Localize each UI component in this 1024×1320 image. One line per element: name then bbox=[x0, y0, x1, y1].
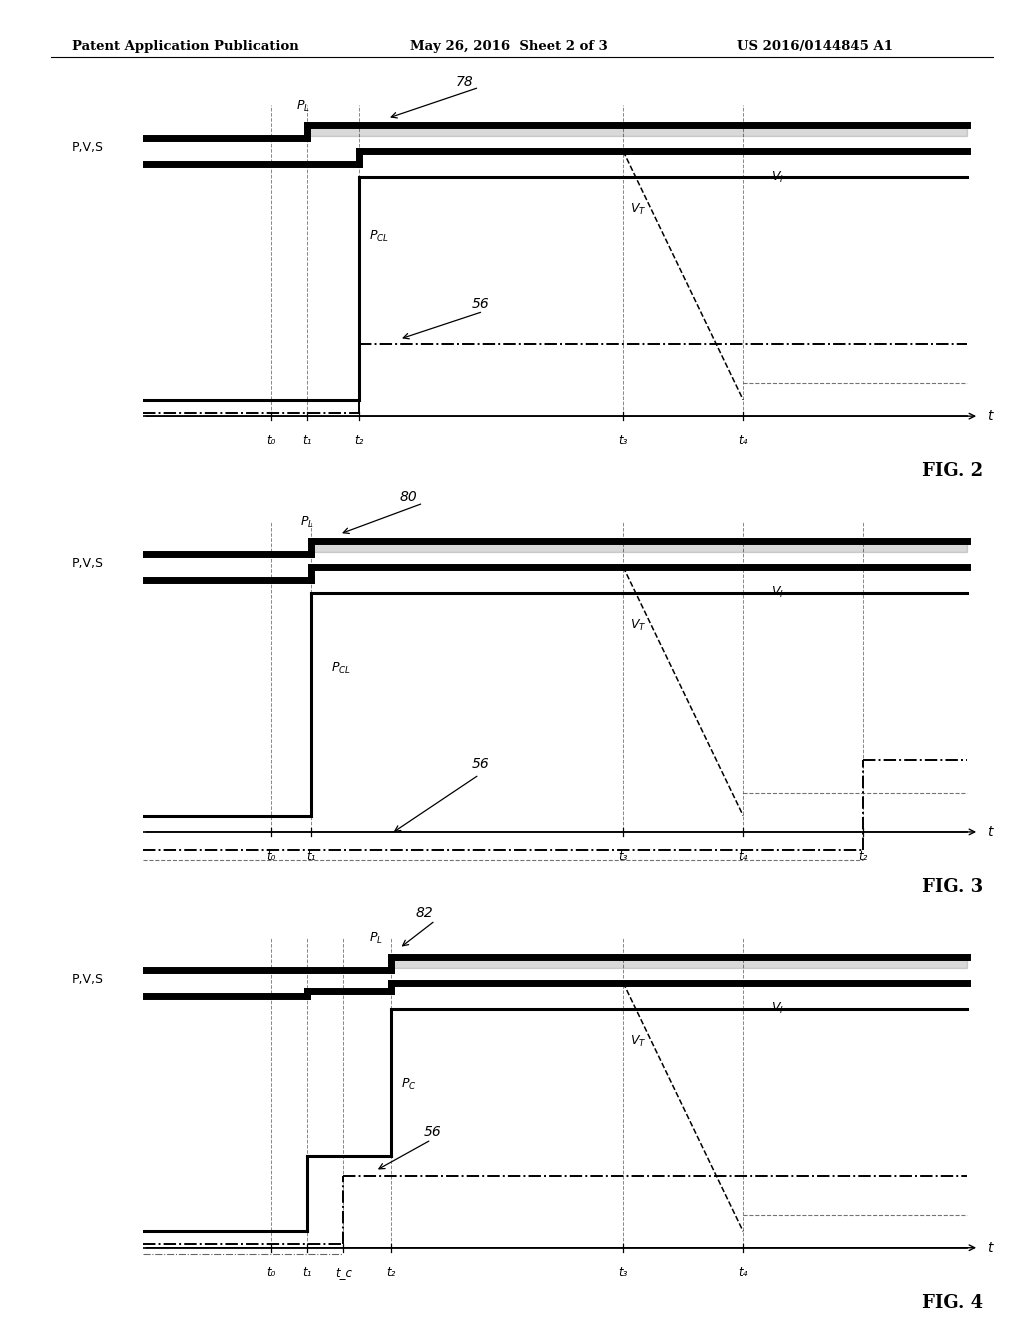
Text: $V_I$: $V_I$ bbox=[771, 169, 784, 185]
Text: FIG. 4: FIG. 4 bbox=[922, 1294, 983, 1312]
Text: P,V,S: P,V,S bbox=[72, 973, 103, 986]
Text: t₄: t₄ bbox=[738, 434, 748, 447]
Text: t₀: t₀ bbox=[266, 434, 276, 447]
Text: $V_T$: $V_T$ bbox=[630, 202, 646, 218]
Text: $P_C$: $P_C$ bbox=[400, 1077, 417, 1092]
Text: t₁: t₁ bbox=[306, 850, 316, 863]
Text: 82: 82 bbox=[416, 907, 433, 920]
Text: P,V,S: P,V,S bbox=[72, 557, 103, 570]
Text: t₀: t₀ bbox=[266, 1266, 276, 1279]
Text: May 26, 2016  Sheet 2 of 3: May 26, 2016 Sheet 2 of 3 bbox=[410, 40, 607, 53]
Text: t₂: t₂ bbox=[387, 1266, 396, 1279]
Text: t_c: t_c bbox=[335, 1266, 352, 1279]
Text: t: t bbox=[987, 409, 992, 424]
Text: t₂: t₂ bbox=[858, 850, 867, 863]
Text: $V_I$: $V_I$ bbox=[771, 1001, 784, 1016]
Text: t: t bbox=[987, 1241, 992, 1255]
Text: $V_T$: $V_T$ bbox=[630, 618, 646, 634]
Text: $P_L$: $P_L$ bbox=[370, 931, 383, 946]
Text: $P_{CL}$: $P_{CL}$ bbox=[332, 661, 351, 676]
Text: FIG. 2: FIG. 2 bbox=[922, 462, 983, 480]
Text: $P_{CL}$: $P_{CL}$ bbox=[369, 228, 389, 244]
Text: 56: 56 bbox=[471, 758, 489, 771]
Text: FIG. 3: FIG. 3 bbox=[922, 878, 983, 896]
Text: Patent Application Publication: Patent Application Publication bbox=[72, 40, 298, 53]
Text: t₃: t₃ bbox=[618, 434, 628, 447]
Text: $V_I$: $V_I$ bbox=[771, 585, 784, 601]
Text: 56: 56 bbox=[423, 1126, 441, 1139]
Text: t₁: t₁ bbox=[303, 1266, 312, 1279]
Text: 80: 80 bbox=[399, 491, 417, 504]
Text: t₂: t₂ bbox=[354, 434, 364, 447]
Text: t: t bbox=[987, 825, 992, 840]
Text: t₃: t₃ bbox=[618, 850, 628, 863]
Text: t₁: t₁ bbox=[303, 434, 312, 447]
Text: t₀: t₀ bbox=[266, 850, 276, 863]
Text: t₄: t₄ bbox=[738, 1266, 748, 1279]
Text: $P_L$: $P_L$ bbox=[300, 515, 314, 531]
Text: P,V,S: P,V,S bbox=[72, 141, 103, 154]
Text: 78: 78 bbox=[456, 75, 473, 88]
Text: t₃: t₃ bbox=[618, 1266, 628, 1279]
Text: t₄: t₄ bbox=[738, 850, 748, 863]
Text: $P_L$: $P_L$ bbox=[296, 99, 310, 115]
Text: US 2016/0144845 A1: US 2016/0144845 A1 bbox=[737, 40, 893, 53]
Text: 56: 56 bbox=[471, 297, 489, 312]
Text: $V_T$: $V_T$ bbox=[630, 1034, 646, 1049]
